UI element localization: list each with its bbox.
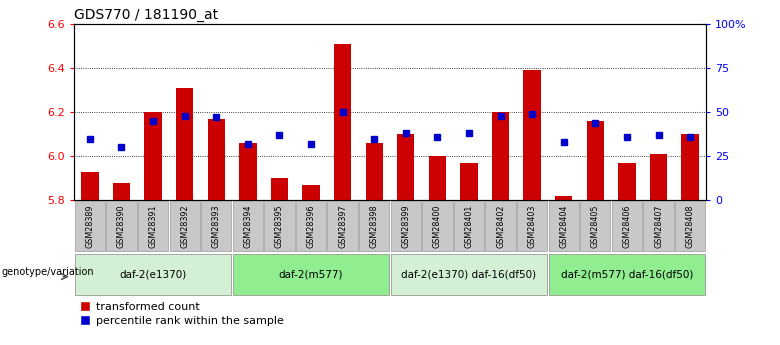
Text: GSM28397: GSM28397 <box>338 204 347 248</box>
Bar <box>232 201 263 251</box>
Bar <box>359 201 389 251</box>
Bar <box>580 201 611 251</box>
Text: GSM28398: GSM28398 <box>370 204 379 248</box>
Bar <box>555 196 573 200</box>
Text: GSM28405: GSM28405 <box>590 204 600 248</box>
Text: daf-2(m577) daf-16(df50): daf-2(m577) daf-16(df50) <box>561 269 693 279</box>
Bar <box>650 154 667 200</box>
Bar <box>138 201 168 251</box>
Bar <box>675 201 705 251</box>
Bar <box>106 201 136 251</box>
Bar <box>239 143 257 200</box>
Bar <box>460 163 477 200</box>
Bar <box>548 201 579 251</box>
Text: daf-2(m577): daf-2(m577) <box>278 269 343 279</box>
Bar <box>328 201 358 251</box>
Bar <box>264 201 295 251</box>
Bar <box>485 201 516 251</box>
Bar <box>334 44 351 200</box>
Text: GSM28406: GSM28406 <box>622 204 632 248</box>
Text: GSM28407: GSM28407 <box>654 204 663 248</box>
Text: GSM28395: GSM28395 <box>275 204 284 248</box>
Text: daf-2(e1370) daf-16(df50): daf-2(e1370) daf-16(df50) <box>402 269 537 279</box>
Bar <box>169 201 200 251</box>
Bar <box>517 201 548 251</box>
Bar <box>207 119 225 200</box>
Text: genotype/variation: genotype/variation <box>2 267 94 277</box>
Bar <box>682 134 699 200</box>
Legend: transformed count, percentile rank within the sample: transformed count, percentile rank withi… <box>80 302 284 326</box>
Text: GSM28408: GSM28408 <box>686 204 695 248</box>
Bar <box>366 143 383 200</box>
Bar <box>619 163 636 200</box>
Bar <box>75 254 232 295</box>
Text: GSM28390: GSM28390 <box>117 204 126 248</box>
Bar <box>176 88 193 200</box>
Bar <box>296 201 326 251</box>
Bar <box>429 156 446 200</box>
Text: daf-2(e1370): daf-2(e1370) <box>119 269 186 279</box>
Bar <box>523 70 541 200</box>
Text: GSM28400: GSM28400 <box>433 204 442 248</box>
Bar <box>113 183 130 200</box>
Text: GSM28402: GSM28402 <box>496 204 505 248</box>
Bar <box>391 201 421 251</box>
Text: GSM28404: GSM28404 <box>559 204 569 248</box>
Bar <box>81 171 98 200</box>
Text: GSM28401: GSM28401 <box>464 204 473 248</box>
Bar <box>397 134 414 200</box>
Text: GSM28396: GSM28396 <box>307 204 316 248</box>
Bar <box>612 201 642 251</box>
Text: GSM28399: GSM28399 <box>401 204 410 248</box>
Bar <box>548 254 705 295</box>
Bar <box>201 201 232 251</box>
Bar <box>232 254 389 295</box>
Bar <box>144 112 161 200</box>
Text: GSM28392: GSM28392 <box>180 204 190 248</box>
Bar <box>422 201 452 251</box>
Text: GDS770 / 181190_at: GDS770 / 181190_at <box>74 8 218 22</box>
Text: GSM28394: GSM28394 <box>243 204 253 248</box>
Text: GSM28389: GSM28389 <box>85 204 94 248</box>
Text: GSM28393: GSM28393 <box>211 204 221 248</box>
Bar <box>454 201 484 251</box>
Bar <box>492 112 509 200</box>
Bar <box>391 254 548 295</box>
Text: GSM28391: GSM28391 <box>148 204 158 248</box>
Bar <box>75 201 105 251</box>
Bar <box>644 201 674 251</box>
Text: GSM28403: GSM28403 <box>527 204 537 248</box>
Bar <box>587 121 604 200</box>
Bar <box>271 178 288 200</box>
Bar <box>303 185 320 200</box>
